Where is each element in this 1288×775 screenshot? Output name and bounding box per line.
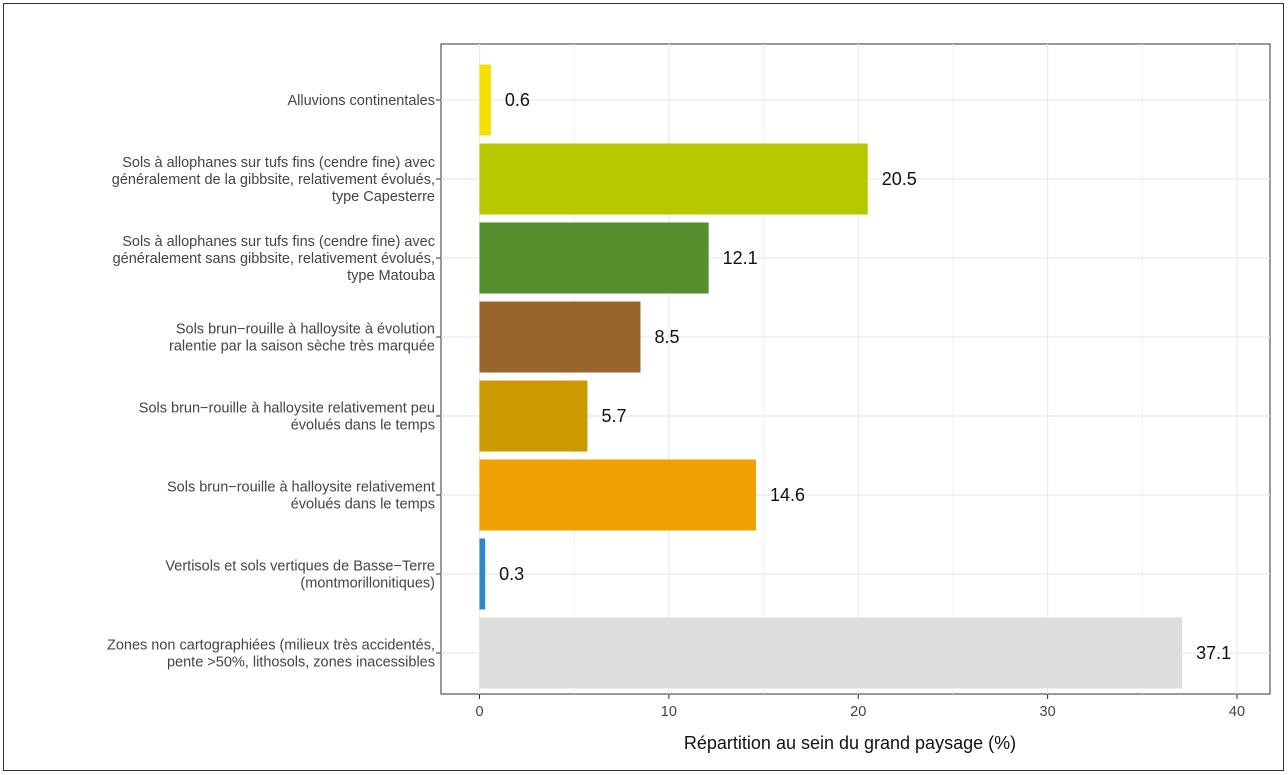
x-axis-ticks: [479, 694, 1238, 699]
x-tick-label: 40: [1229, 704, 1245, 720]
value-label: 20.5: [882, 169, 917, 189]
category-label: Sols brun−rouille à halloysite relativem…: [167, 480, 435, 513]
bar: [479, 301, 641, 373]
value-label: 12.1: [723, 248, 758, 268]
category-label: Alluvions continentales: [287, 93, 435, 109]
bar: [479, 617, 1183, 689]
bar: [479, 380, 588, 452]
category-label: Sols à allophanes sur tufs fins (cendre …: [113, 234, 436, 284]
x-tick-label: 0: [475, 704, 483, 720]
bar: [479, 143, 868, 215]
bars: [479, 64, 1183, 689]
bar: [479, 222, 709, 294]
bar: [479, 64, 491, 136]
chart-frame: 0.6 20.5 12.1 8.5 5.7 14.6 0.3 37.1 Alluvions c…: [3, 3, 1284, 771]
bar: [479, 538, 486, 610]
bar-chart: 0.6 20.5 12.1 8.5 5.7 14.6 0.3 37.1 Alluvions c…: [107, 43, 1271, 753]
value-labels: 0.6 20.5 12.1 8.5 5.7 14.6 0.3 37.1: [499, 90, 1231, 663]
x-tick-label: 20: [850, 704, 866, 720]
category-label: Sols à allophanes sur tufs fins (cendre …: [112, 155, 435, 205]
category-label: Sols brun−rouille à halloysite relativem…: [139, 401, 435, 434]
category-label: Zones non cartographiées (milieux très a…: [107, 638, 435, 671]
value-label: 14.6: [770, 485, 805, 505]
x-axis-title: Répartition au sein du grand paysage (%): [684, 733, 1016, 753]
category-labels: Alluvions continentales Sols à allophanes…: [107, 93, 436, 671]
x-axis-tick-labels: 0 10 20 30 40: [475, 704, 1245, 720]
bar: [479, 459, 756, 531]
x-tick-label: 10: [661, 704, 677, 720]
category-label: Vertisols et sols vertiques de Basse−Ter…: [165, 559, 435, 592]
category-label: Sols brun−rouille à halloysite à évoluti…: [169, 322, 435, 355]
value-label: 0.3: [499, 564, 524, 584]
x-tick-label: 30: [1040, 704, 1056, 720]
value-label: 37.1: [1196, 643, 1231, 663]
value-label: 8.5: [654, 327, 679, 347]
value-label: 0.6: [505, 90, 530, 110]
value-label: 5.7: [601, 406, 626, 426]
y-axis-ticks: [436, 99, 441, 654]
